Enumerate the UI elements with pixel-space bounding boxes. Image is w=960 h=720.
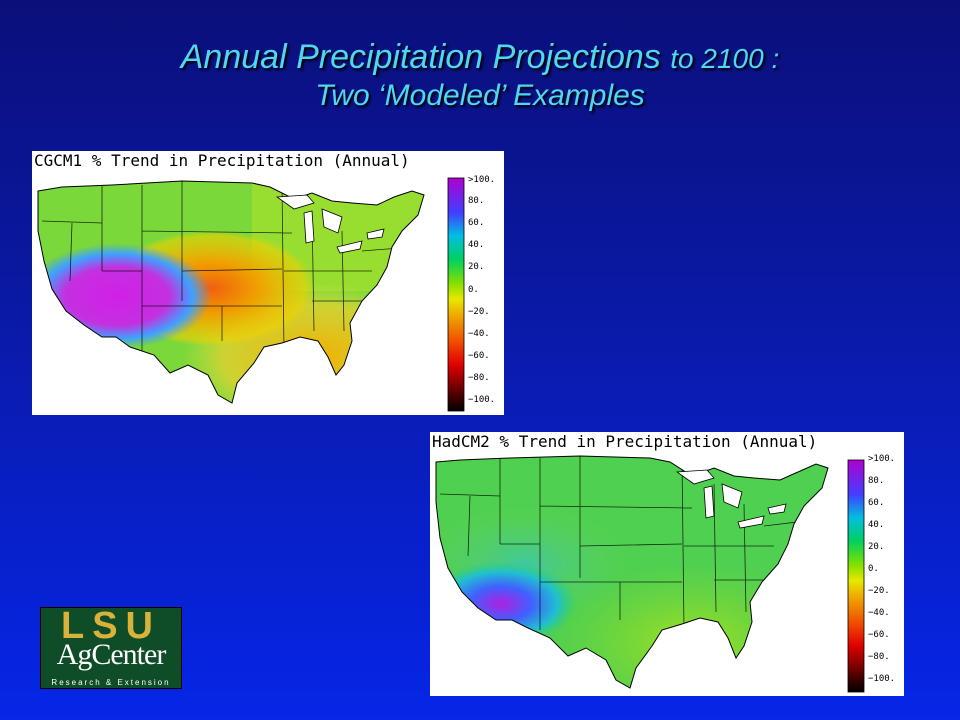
legend-label: −100. [468,395,496,405]
legend-label: −40. [868,608,890,618]
legend-label: −20. [868,586,890,596]
legend-label: 20. [468,262,485,272]
legend-label: 80. [868,476,885,486]
legend-label: 60. [468,218,485,228]
legend-label: 0. [468,285,479,295]
cgcm1-map-title: CGCM1 % Trend in Precipitation (Annual) [34,151,410,170]
title-line-1: Annual Precipitation Projections to 2100… [0,38,960,77]
legend-label: −80. [868,652,890,662]
hadcm2-us-map [435,455,865,693]
legend-label: −60. [868,630,890,640]
logo-agcenter-text: AgCenter [56,638,167,671]
cgcm1-us-map [37,177,465,412]
slide-title: Annual Precipitation Projections to 2100… [0,38,960,113]
legend-label: 60. [868,498,885,508]
hadcm2-map-panel: HadCM2 % Trend in Precipitation (Annual)… [430,432,904,696]
legend-label: −100. [868,674,896,684]
legend-label: >100. [868,454,896,464]
legend-label: −40. [468,329,490,339]
title-main: Annual Precipitation Projections [180,38,661,76]
great-lakes [675,469,787,529]
hadcm2-legend-bar [848,460,864,692]
great-lakes [275,194,385,254]
logo-tagline: Research & Extension [41,678,181,687]
slide-subtitle: Two ‘Modeled’ Examples [315,79,645,112]
hadcm2-precip-field [436,456,828,688]
logo-lsu-text: LSU [61,605,161,647]
title-suffix: to 2100 : [670,43,780,74]
legend-label: −20. [468,307,490,317]
legend-label: −80. [468,373,490,383]
legend-label: 40. [868,520,885,530]
legend-label: 0. [868,564,879,574]
cgcm1-map-panel: CGCM1 % Trend in Precipitation (Annual) … [32,151,504,415]
legend-label: 20. [868,542,885,552]
cgcm1-precip-field [38,181,424,403]
legend-label: 40. [468,240,485,250]
legend-label: 80. [468,196,485,206]
legend-label: >100. [468,175,496,185]
legend-label: −60. [468,351,490,361]
lsu-agcenter-logo: LSU AgCenter Research & Extension [40,605,182,689]
cgcm1-legend-bar [448,178,464,411]
hadcm2-map-title: HadCM2 % Trend in Precipitation (Annual) [432,432,818,451]
